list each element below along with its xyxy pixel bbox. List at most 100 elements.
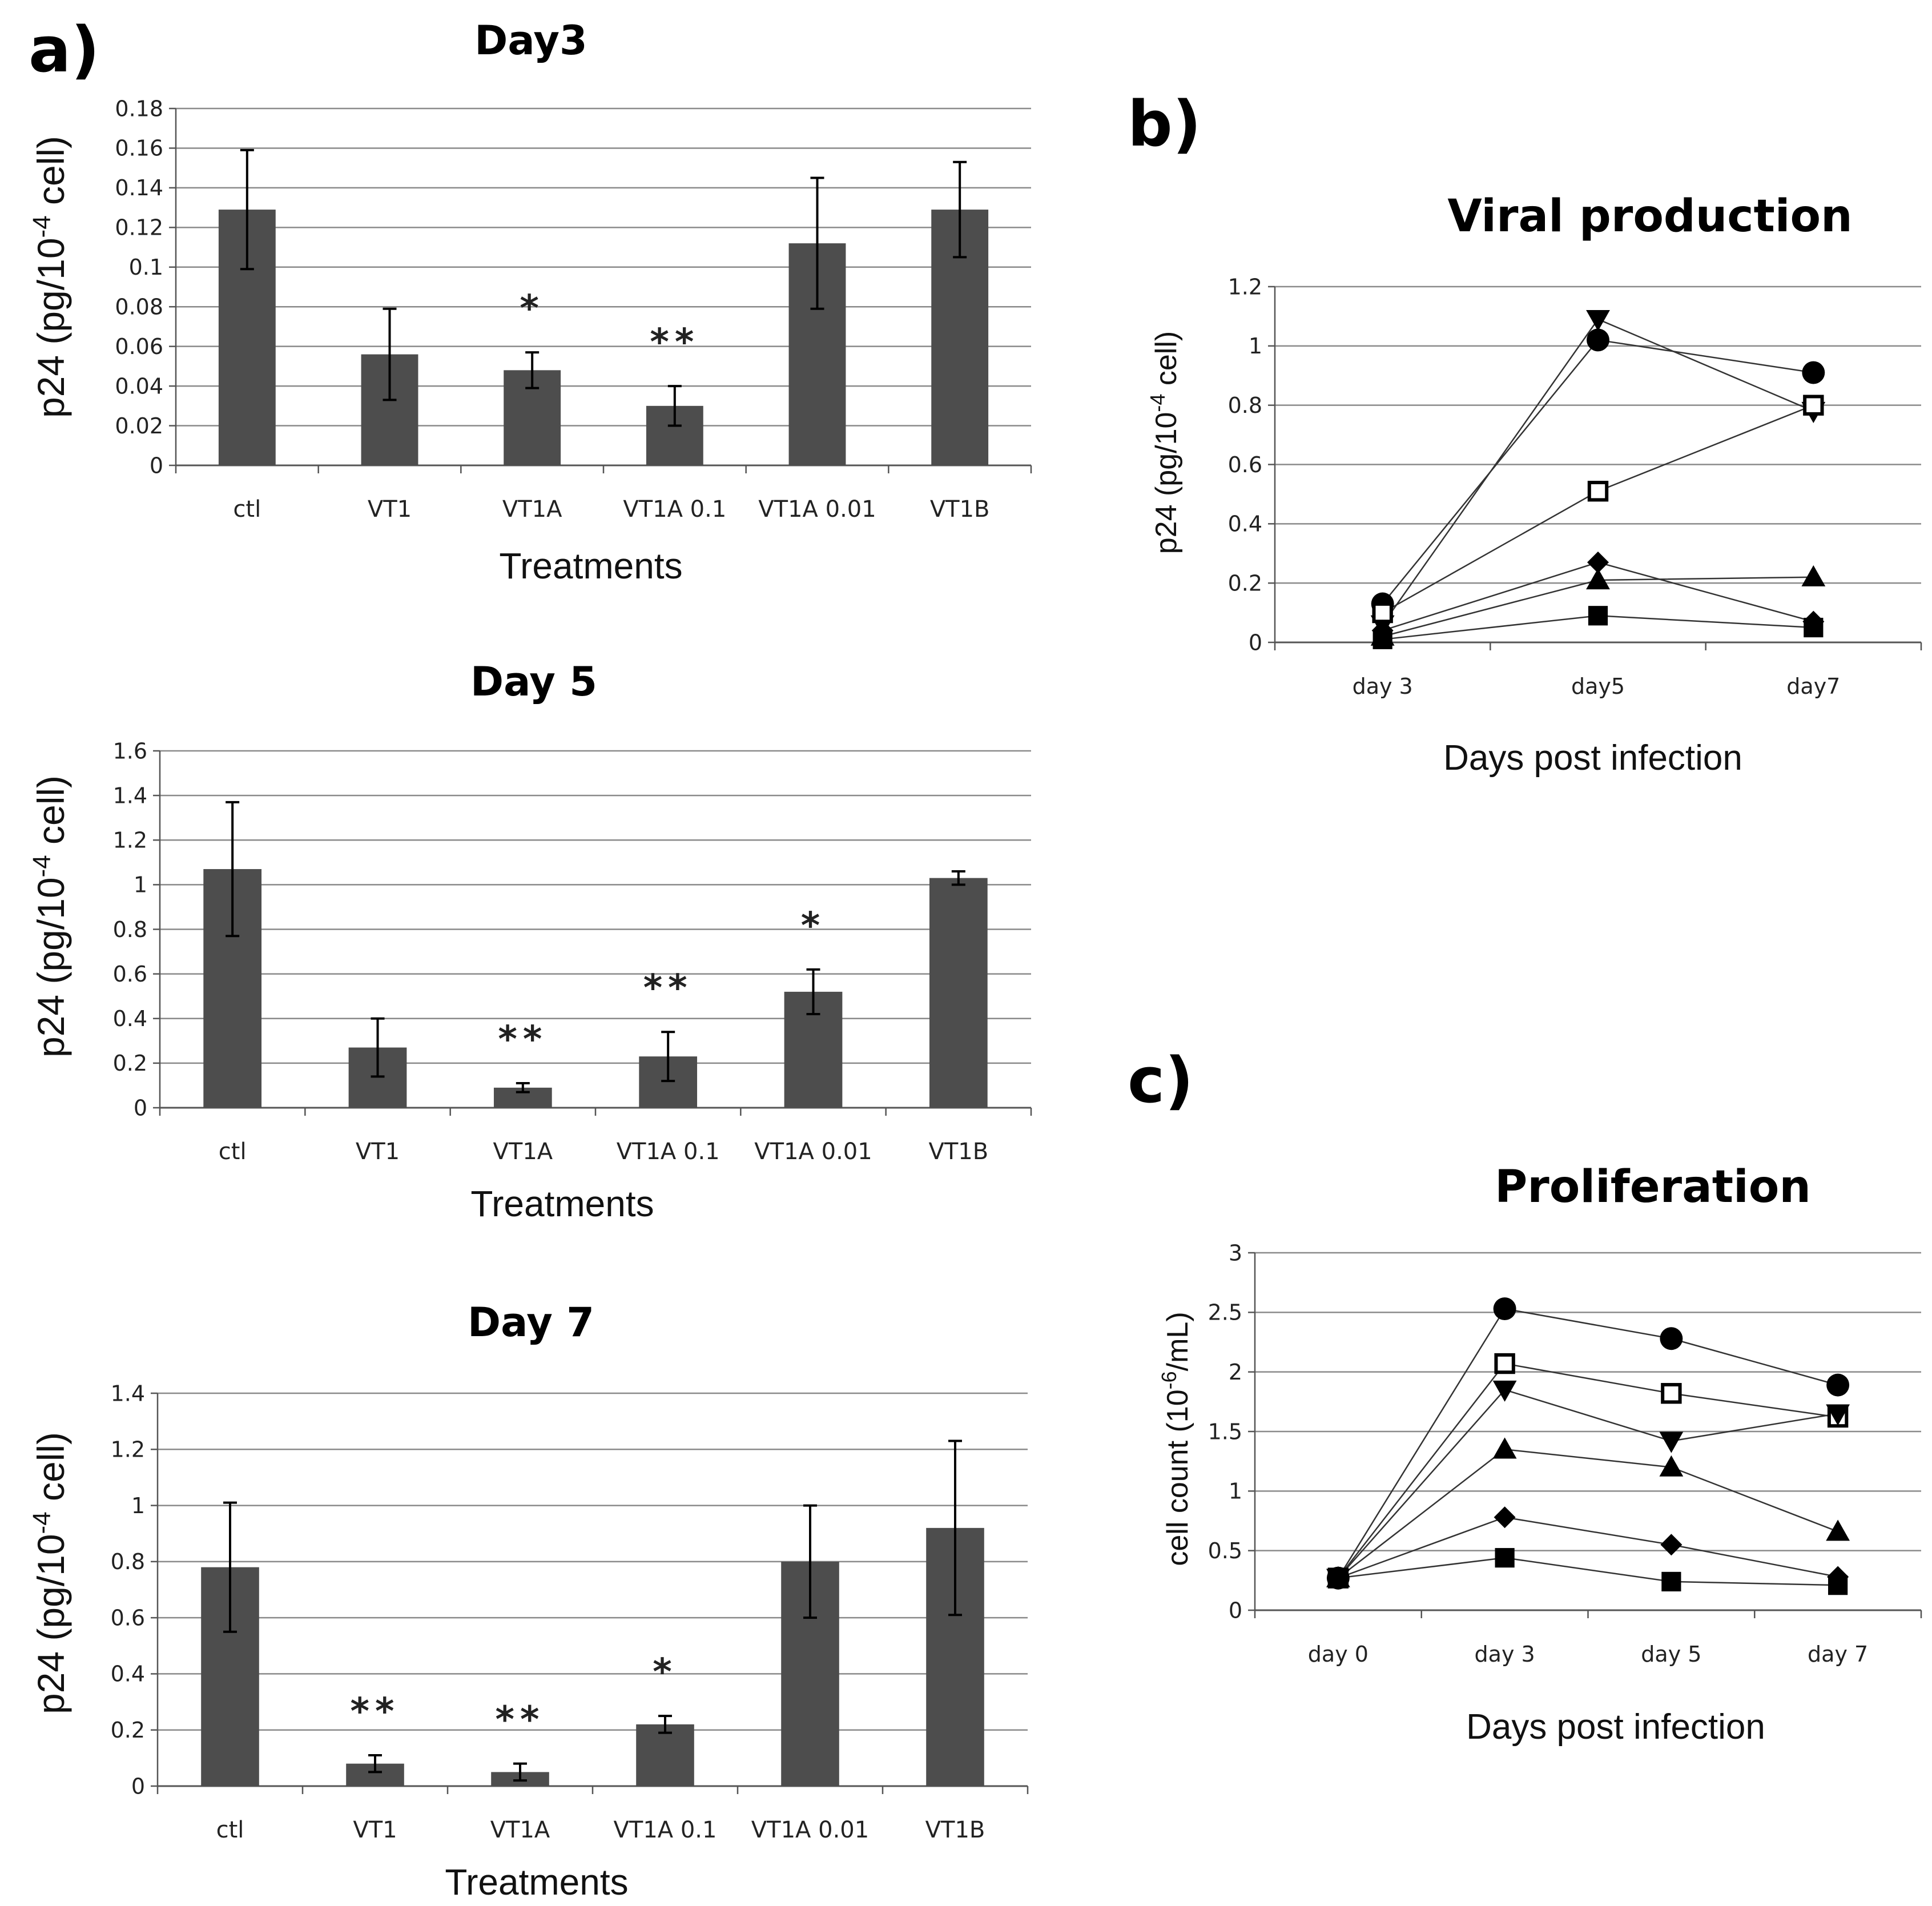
x-tick-label: day 0: [1308, 1642, 1368, 1667]
marker-triangle-down: [1492, 1380, 1517, 1402]
panel-label-c: c): [1128, 1044, 1193, 1117]
significance-marker: **: [643, 967, 693, 1010]
y-tick-label: 0.2: [1228, 570, 1262, 596]
y-tick-label: 0.4: [113, 1006, 147, 1031]
bar: [929, 878, 988, 1108]
y-tick-label: 1.2: [113, 828, 147, 853]
x-tick-label: VT1: [353, 1817, 397, 1843]
marker-triangle: [1492, 1437, 1517, 1459]
series-line: [1337, 1362, 1838, 1579]
plot-area: 0 0.2 0.4 0.6 0.8 1 1.2 1.4 ctl VT1 VT1A VT1A 0.1 VT…: [111, 1381, 1029, 1843]
x-tick-label: VT1A: [502, 496, 562, 522]
y-tick-label: 0.6: [113, 962, 147, 987]
y-tick-label: 0.06: [115, 334, 163, 359]
x-tick-label: VT1A 0.01: [751, 1817, 869, 1843]
series-line: [1338, 1449, 1838, 1579]
x-tick-label: ctl: [216, 1817, 244, 1843]
plot-area: 0 0.02 0.04 0.06 0.08 0.1 0.12 0.14 0.16 0.18 ctl V…: [115, 96, 1032, 522]
plot-area: 0 0.5 1 1.5 2 2.5 3 day 0 day 3 day 5 day 7: [1208, 1240, 1922, 1667]
significance-marker: **: [650, 321, 699, 364]
significance-marker: *: [653, 1651, 677, 1694]
marker-square-open: [1372, 602, 1393, 624]
x-tick-label: VT1B: [928, 1139, 988, 1165]
y-axis-label: p24 (pg/10-4 cell): [1146, 331, 1184, 554]
y-tick-label: 0.5: [1208, 1538, 1242, 1563]
y-tick-label: 0.14: [115, 175, 163, 200]
y-tick-label: 1: [131, 1493, 145, 1518]
y-tick-label: 0: [150, 453, 163, 478]
y-axis-label: p24 (pg/10-4 cell): [28, 1432, 73, 1714]
plot-area: 0 0.2 0.4 0.6 0.8 1 1.2 1.4 1.6 ctl VT1 VT1A VT1A 0.…: [113, 738, 1032, 1165]
chart-day7: Day 7 Treatments p24 (pg/10-4 cell) 0 0.2…: [28, 1299, 1029, 1903]
chart-viral-production: Viral production Days post infection p24…: [1146, 191, 1922, 778]
x-tick-label: day 3: [1353, 674, 1413, 699]
marker-triangle-down: [1826, 1404, 1850, 1426]
marker-square: [1661, 1571, 1681, 1592]
marker-circle: [1587, 328, 1609, 352]
x-tick-label: day 7: [1808, 1642, 1868, 1667]
x-axis-label: Days post infection: [1466, 1707, 1765, 1747]
marker-triangle-down: [1659, 1431, 1684, 1453]
chart-title: Viral production: [1447, 191, 1852, 242]
y-tick-label: 0: [134, 1095, 147, 1120]
chart-title: Day 7: [468, 1299, 594, 1346]
y-tick-label: 0.12: [115, 215, 163, 240]
x-tick-label: VT1B: [925, 1817, 985, 1843]
chart-title: Day 5: [470, 658, 597, 705]
marker-square: [1495, 1548, 1515, 1568]
y-tick-label: 0.8: [113, 917, 147, 942]
x-tick-label: ctl: [233, 496, 261, 522]
chart-day3: Day3 Treatments p24 (pg/10-4 cell) 0 0.02…: [28, 17, 1032, 586]
y-tick-label: 0.2: [113, 1051, 147, 1076]
chart-proliferation: Proliferation Days post infection cell c…: [1157, 1161, 1922, 1747]
y-tick-label: 0.4: [111, 1662, 145, 1687]
y-tick-label: 1.2: [111, 1437, 145, 1462]
y-axis-label: cell count (10-6/mL): [1157, 1312, 1195, 1566]
marker-triangle: [1586, 568, 1610, 590]
significance-marker: **: [498, 1019, 548, 1061]
series-line: [1337, 1308, 1838, 1579]
marker-square: [1588, 606, 1608, 626]
x-tick-label: VT1A 0.1: [617, 1139, 720, 1165]
y-tick-label: 0: [1249, 630, 1262, 655]
panel-label-b: b): [1128, 87, 1201, 160]
chart-day5: Day 5 Treatments p24 (pg/10-4 cell) 0 0.2…: [28, 658, 1032, 1224]
y-tick-label: 1: [134, 872, 147, 898]
y-tick-label: 0.2: [111, 1718, 145, 1743]
marker-square: [1328, 1568, 1348, 1588]
x-axis-label: Treatments: [499, 545, 682, 586]
y-tick-label: 1: [1229, 1479, 1242, 1504]
series-line: [1338, 1516, 1838, 1579]
y-tick-label: 0.6: [1228, 452, 1262, 477]
x-axis-label: Treatments: [470, 1183, 654, 1224]
y-tick-label: 0: [1229, 1598, 1242, 1623]
marker-diamond: [1494, 1506, 1516, 1529]
marker-circle: [1660, 1327, 1683, 1350]
marker-triangle: [1801, 565, 1826, 586]
significance-marker: *: [801, 905, 826, 947]
marker-square-open: [1803, 395, 1824, 416]
marker-square: [1372, 629, 1392, 649]
bar: [636, 1724, 694, 1786]
x-tick-label: ctl: [219, 1139, 247, 1165]
significance-marker: **: [351, 1691, 400, 1733]
y-tick-label: 1: [1249, 333, 1262, 359]
x-tick-label: VT1: [368, 496, 412, 522]
marker-circle: [1802, 361, 1825, 384]
y-tick-label: 0.18: [115, 96, 163, 121]
x-tick-label: day 5: [1641, 1642, 1701, 1667]
x-tick-label: VT1A 0.01: [758, 496, 876, 522]
series-line: [1338, 1557, 1838, 1586]
y-tick-label: 0.04: [115, 373, 163, 399]
y-tick-label: 0.4: [1228, 512, 1262, 537]
panel-label-a: a): [29, 13, 100, 86]
y-axis-label: p24 (pg/10-4 cell): [28, 775, 73, 1057]
marker-square-open: [1494, 1353, 1515, 1374]
x-tick-label: VT1: [356, 1139, 400, 1165]
y-tick-label: 3: [1229, 1240, 1242, 1265]
y-tick-label: 1.2: [1228, 274, 1262, 299]
x-tick-label: VT1A 0.1: [614, 1817, 717, 1843]
x-tick-label: day 3: [1475, 1642, 1535, 1667]
marker-square-open: [1587, 481, 1609, 502]
